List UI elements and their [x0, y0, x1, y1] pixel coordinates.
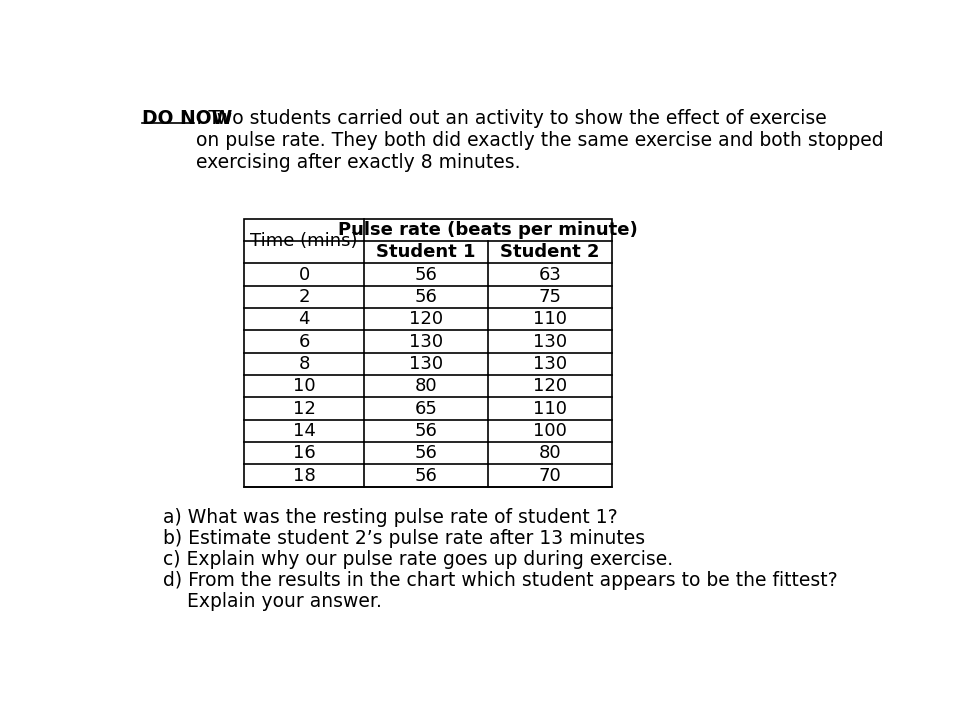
- Text: 14: 14: [293, 422, 316, 440]
- Text: 110: 110: [533, 310, 567, 328]
- Text: : Two students carried out an activity to show the effect of exercise
on pulse r: : Two students carried out an activity t…: [196, 109, 883, 173]
- Text: Student 1: Student 1: [376, 243, 476, 261]
- Text: 80: 80: [539, 444, 562, 462]
- Text: 56: 56: [415, 444, 438, 462]
- Text: 130: 130: [533, 355, 567, 373]
- Text: 63: 63: [539, 266, 562, 284]
- Text: a) What was the resting pulse rate of student 1?: a) What was the resting pulse rate of st…: [162, 508, 617, 527]
- Text: Time (mins): Time (mins): [251, 232, 358, 250]
- Text: 130: 130: [409, 355, 444, 373]
- Text: c) Explain why our pulse rate goes up during exercise.: c) Explain why our pulse rate goes up du…: [162, 550, 673, 569]
- Text: 0: 0: [299, 266, 310, 284]
- Text: 120: 120: [409, 310, 444, 328]
- Text: 2: 2: [299, 288, 310, 306]
- Text: 130: 130: [533, 333, 567, 351]
- Text: 120: 120: [533, 377, 567, 395]
- Text: 110: 110: [533, 400, 567, 418]
- Text: 56: 56: [415, 288, 438, 306]
- Text: d) From the results in the chart which student appears to be the fittest?: d) From the results in the chart which s…: [162, 571, 837, 590]
- Text: 4: 4: [299, 310, 310, 328]
- Text: 80: 80: [415, 377, 438, 395]
- Text: 8: 8: [299, 355, 310, 373]
- Text: 18: 18: [293, 467, 316, 485]
- Text: 65: 65: [415, 400, 438, 418]
- Text: b) Estimate student 2’s pulse rate after 13 minutes: b) Estimate student 2’s pulse rate after…: [162, 529, 645, 548]
- Text: 130: 130: [409, 333, 444, 351]
- Text: 56: 56: [415, 266, 438, 284]
- Text: 10: 10: [293, 377, 316, 395]
- Text: 70: 70: [539, 467, 562, 485]
- Text: Pulse rate (beats per minute): Pulse rate (beats per minute): [338, 221, 638, 239]
- Text: 75: 75: [539, 288, 562, 306]
- Text: Explain your answer.: Explain your answer.: [162, 592, 381, 611]
- Bar: [244, 219, 612, 487]
- Text: Student 2: Student 2: [500, 243, 600, 261]
- Text: 16: 16: [293, 444, 316, 462]
- Text: DO NOW: DO NOW: [142, 109, 232, 128]
- Text: 6: 6: [299, 333, 310, 351]
- Text: 12: 12: [293, 400, 316, 418]
- Text: 56: 56: [415, 422, 438, 440]
- Text: 100: 100: [533, 422, 567, 440]
- Text: 56: 56: [415, 467, 438, 485]
